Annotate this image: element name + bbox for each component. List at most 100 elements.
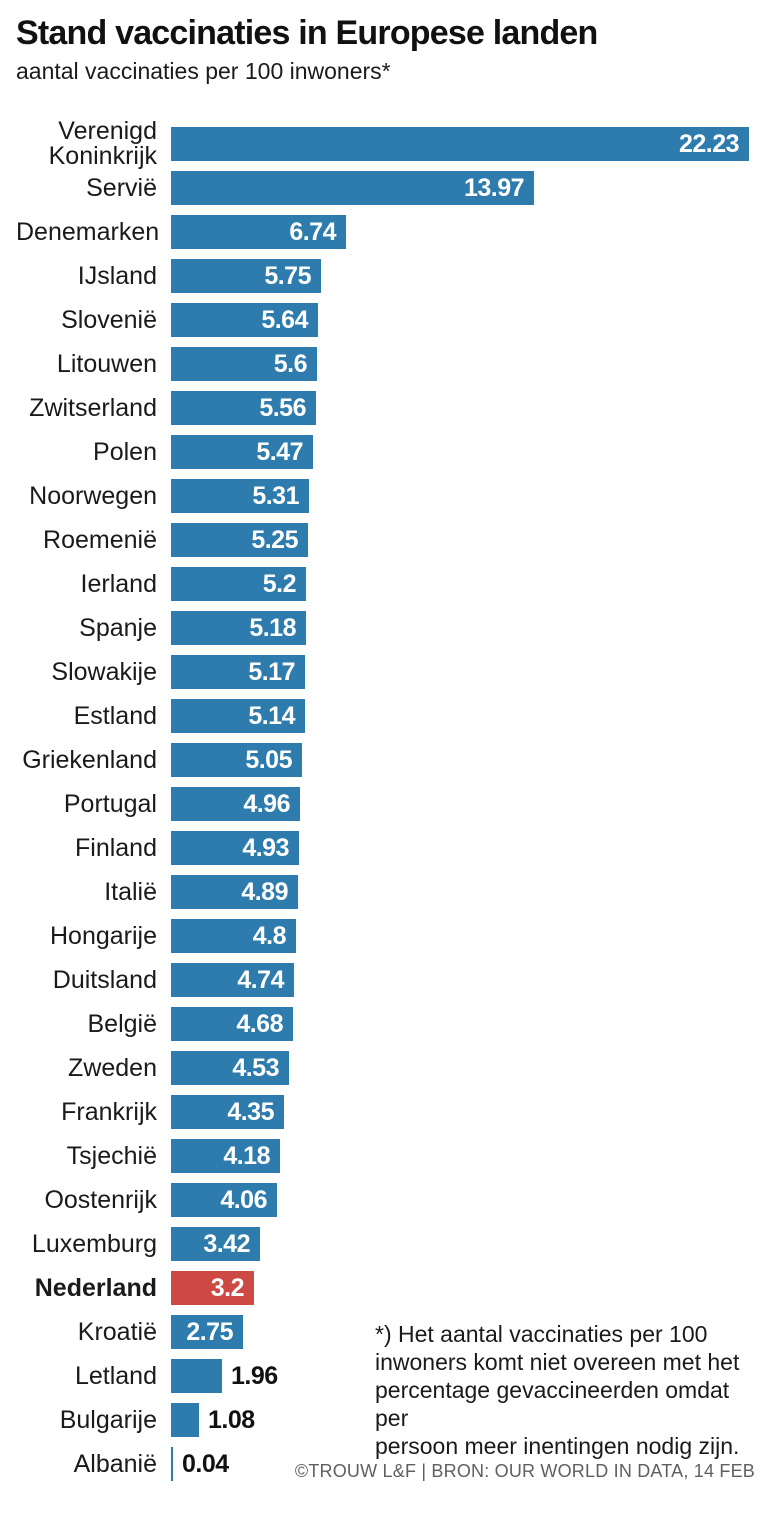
bar: 22.23 bbox=[171, 127, 749, 161]
footnote: *) Het aantal vaccinaties per 100 inwoner… bbox=[375, 1320, 755, 1460]
chart-row: Kroatië 2.75 bbox=[16, 1315, 763, 1349]
bar-value: 5.25 bbox=[251, 525, 298, 554]
chart-row: Denemarken 6.74 bbox=[16, 215, 763, 249]
bar: 4.74 bbox=[171, 963, 294, 997]
bar-value: 0.04 bbox=[182, 1449, 229, 1478]
country-label: IJsland bbox=[77, 261, 157, 290]
bar-value: 5.47 bbox=[256, 437, 303, 466]
chart-row: IJsland 5.75 bbox=[16, 259, 763, 293]
bar-value: 3.42 bbox=[203, 1229, 250, 1258]
chart-row: Slowakije 5.17 bbox=[16, 655, 763, 689]
chart-row: Italië 4.89 bbox=[16, 875, 763, 909]
country-label: Litouwen bbox=[56, 349, 157, 378]
chart-row: Portugal 4.96 bbox=[16, 787, 763, 821]
chart-row: Polen 5.47 bbox=[16, 435, 763, 469]
country-label: Nederland bbox=[34, 1273, 157, 1302]
bar-value: 5.05 bbox=[245, 745, 292, 774]
chart-row: België 4.68 bbox=[16, 1007, 763, 1041]
bar-value: 4.93 bbox=[242, 833, 289, 862]
bar-value: 1.08 bbox=[208, 1405, 255, 1434]
bar-value: 5.31 bbox=[252, 481, 299, 510]
country-label: Oostenrijk bbox=[44, 1185, 157, 1214]
bar: 4.8 bbox=[171, 919, 296, 953]
chart-row: Letland 1.96 bbox=[16, 1359, 763, 1393]
bar: 5.6 bbox=[171, 347, 317, 381]
bar-value: 5.6 bbox=[273, 349, 308, 378]
country-label: Verenigd Koninkrijk bbox=[48, 117, 157, 170]
country-label: Kroatië bbox=[77, 1317, 157, 1346]
bar-value: 4.8 bbox=[252, 921, 287, 950]
country-label: Tsjechië bbox=[66, 1141, 157, 1170]
country-label: Polen bbox=[93, 437, 157, 466]
bar: 4.89 bbox=[171, 875, 298, 909]
country-label: Slovenië bbox=[61, 305, 157, 334]
chart-row: Litouwen 5.6 bbox=[16, 347, 763, 381]
bar-value: 5.2 bbox=[262, 569, 297, 598]
bar-value: 4.74 bbox=[237, 965, 284, 994]
country-label: Hongarije bbox=[49, 921, 157, 950]
bar: 4.53 bbox=[171, 1051, 289, 1085]
bar-value: 5.17 bbox=[248, 657, 295, 686]
bar: 5.47 bbox=[171, 435, 313, 469]
country-label: Griekenland bbox=[22, 745, 157, 774]
bar: 4.96 bbox=[171, 787, 300, 821]
bar bbox=[171, 1359, 222, 1393]
bar-value: 1.96 bbox=[231, 1361, 278, 1390]
bar-value: 4.89 bbox=[241, 877, 288, 906]
bar: 2.75 bbox=[171, 1315, 243, 1349]
country-label: Luxemburg bbox=[31, 1229, 157, 1258]
chart-row: Spanje 5.18 bbox=[16, 611, 763, 645]
bar-value: 4.68 bbox=[236, 1009, 283, 1038]
country-label: Zwitserland bbox=[29, 393, 157, 422]
bar-value: 6.74 bbox=[289, 217, 336, 246]
country-label: Spanje bbox=[79, 613, 157, 642]
bar: 5.25 bbox=[171, 523, 308, 557]
bar: 5.31 bbox=[171, 479, 309, 513]
bar-value: 22.23 bbox=[678, 129, 740, 158]
country-label: Slowakije bbox=[51, 657, 157, 686]
chart-row: Finland 4.93 bbox=[16, 831, 763, 865]
country-label: België bbox=[87, 1009, 158, 1038]
country-label: Duitsland bbox=[52, 965, 157, 994]
country-label: Roemenië bbox=[43, 525, 157, 554]
bar: 5.05 bbox=[171, 743, 302, 777]
bar-value: 2.75 bbox=[186, 1317, 233, 1346]
bar: 4.18 bbox=[171, 1139, 280, 1173]
bar-value: 4.35 bbox=[227, 1097, 274, 1126]
footnote-line: inwoners komt niet overeen met het bbox=[375, 1349, 740, 1375]
chart-row: Servië 13.97 bbox=[16, 171, 763, 205]
bar-chart: Verenigd Koninkrijk 22.23 Servië 13.97 Denem… bbox=[16, 119, 763, 1481]
bar: 5.56 bbox=[171, 391, 316, 425]
country-label: Zweden bbox=[68, 1053, 157, 1082]
chart-row: Duitsland 4.74 bbox=[16, 963, 763, 997]
bar: 5.64 bbox=[171, 303, 318, 337]
bar: 3.42 bbox=[171, 1227, 260, 1261]
bar: 5.14 bbox=[171, 699, 305, 733]
bar-value: 4.96 bbox=[243, 789, 290, 818]
bar-value: 5.18 bbox=[249, 613, 296, 642]
country-label: Noorwegen bbox=[29, 481, 157, 510]
bar-value: 5.56 bbox=[259, 393, 306, 422]
footnote-line: persoon meer inentingen nodig zijn. bbox=[375, 1433, 740, 1459]
chart-row: Bulgarije 1.08 bbox=[16, 1403, 763, 1437]
bar: 5.2 bbox=[171, 567, 306, 601]
country-label: Italië bbox=[104, 877, 157, 906]
chart-row: Noorwegen 5.31 bbox=[16, 479, 763, 513]
country-label: Denemarken bbox=[16, 217, 160, 246]
page-subtitle: aantal vaccinaties per 100 inwoners* bbox=[16, 58, 391, 84]
bar bbox=[171, 1447, 173, 1481]
country-label: Servië bbox=[86, 173, 157, 202]
chart-row: Roemenië 5.25 bbox=[16, 523, 763, 557]
chart-row: Hongarije 4.8 bbox=[16, 919, 763, 953]
country-label: Estland bbox=[73, 701, 157, 730]
bar: 4.06 bbox=[171, 1183, 277, 1217]
bar: 6.74 bbox=[171, 215, 346, 249]
bar: 4.93 bbox=[171, 831, 299, 865]
bar-value: 5.14 bbox=[248, 701, 295, 730]
bar-highlighted: 3.2 bbox=[171, 1271, 254, 1305]
country-label: Finland bbox=[75, 833, 157, 862]
bar: 13.97 bbox=[171, 171, 534, 205]
chart-row: Slovenië 5.64 bbox=[16, 303, 763, 337]
chart-row: Verenigd Koninkrijk 22.23 bbox=[16, 119, 763, 169]
